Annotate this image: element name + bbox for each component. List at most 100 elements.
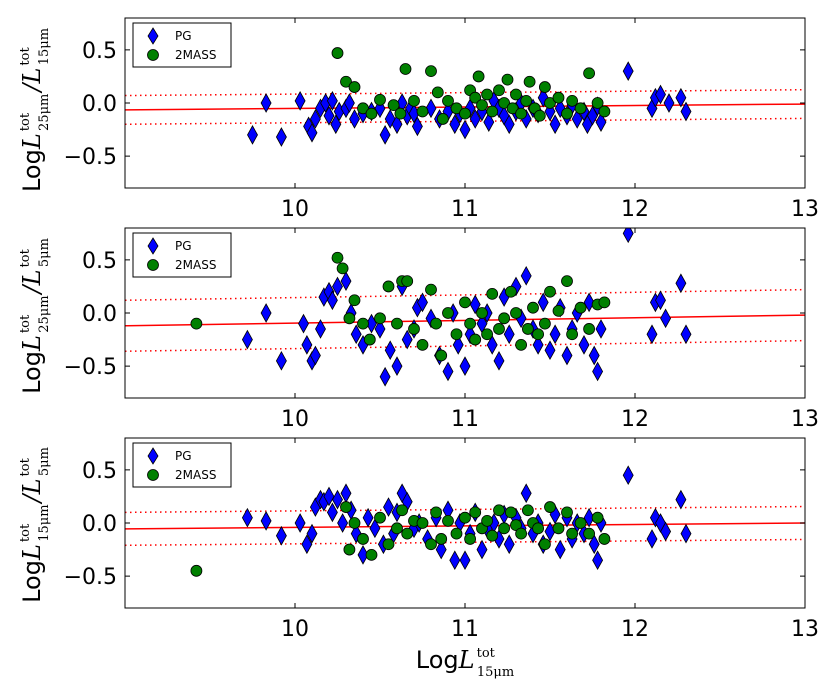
panel-2: LogLtot 25μm/Ltot 5μm −0.50.00.510 11 12 13PG… [18,227,819,432]
data-point-2mass [533,109,546,122]
data-point-pg [391,356,403,376]
data-point-2mass [552,304,565,317]
x-tick-label: 12 [621,197,649,222]
x-axis-label: LogL tot 15μm [416,646,514,680]
data-point-pg [294,91,306,111]
data-point-2mass [566,527,578,540]
data-point-pg [260,93,272,113]
data-point-pg [294,513,306,533]
data-point-pg [655,290,666,311]
data-point-pg [298,313,309,334]
data-point-2mass [481,328,494,341]
data-point-2mass [598,533,611,545]
data-point-2mass [486,287,499,300]
data-point-2mass [532,328,544,341]
data-point-2mass [583,323,595,335]
data-point-pg [554,98,566,119]
data-point-pg [503,114,515,135]
panel-2-ylabel-sup-num: tot [18,314,33,333]
legend-marker-pg [147,237,159,255]
data-point-2mass [476,99,488,112]
data-point-pg [646,529,658,549]
data-point-pg [301,335,313,355]
data-point-2mass [343,312,356,325]
data-point-pg [309,345,321,366]
data-point-2mass [515,338,527,351]
data-point-pg [384,340,396,361]
data-point-2mass [459,107,471,120]
panel-1: LogLtot 25μm/Ltot 15μm −0.50.00.510 11 12 13P… [18,17,819,222]
data-point-2mass [435,349,448,362]
data-point-pg [379,125,391,145]
data-point-2mass [539,81,551,93]
data-point-pg [425,308,437,329]
data-point-2mass [498,312,511,325]
data-point-2mass [486,105,499,118]
data-point-2mass [357,533,369,545]
data-point-2mass [365,107,378,120]
data-point-pg [549,324,561,345]
data-point-2mass [391,522,403,535]
data-point-pg [532,335,544,355]
y-tick-label: 0.5 [82,249,117,274]
data-point-pg [275,127,287,147]
data-point-2mass [566,94,578,107]
data-point-2mass [435,533,448,545]
data-point-2mass [374,312,386,325]
data-point-2mass [459,511,471,524]
data-point-2mass [481,514,494,527]
data-point-pg [357,545,369,565]
panel-2-series-2mass [190,251,611,362]
panel-1-ylabel-var-den: L [18,68,46,85]
panel-2-ylabel-sub-den: 5μm [37,238,52,267]
data-point-2mass [481,88,494,101]
data-point-2mass [430,506,443,519]
data-point-2mass [523,75,536,88]
panel-1-series-pg [247,61,692,147]
data-point-2mass [598,105,611,118]
panel-1-ylabel-var-num: L [18,133,46,150]
data-point-pg [464,98,476,119]
panel-3-fit-upper [125,505,805,514]
data-point-pg [588,345,600,366]
data-point-2mass [340,75,352,88]
data-point-2mass [450,328,463,341]
legend-label-pg: PG [175,239,192,253]
data-point-2mass [544,97,556,109]
data-point-2mass [425,65,437,78]
data-point-pg [571,109,583,129]
data-point-2mass [515,107,527,120]
data-point-pg [326,290,338,311]
data-point-2mass [591,511,604,524]
data-point-pg [337,513,349,533]
data-point-pg [486,335,498,355]
x-axis-label-sub: 15μm [477,665,514,680]
data-point-pg [401,329,413,350]
panel-3-ylabel-sup-den: tot [18,457,33,476]
data-point-pg [549,114,561,135]
data-point-pg [510,276,522,297]
data-point-pg [332,489,343,510]
data-point-2mass [401,275,414,288]
panel-3-ylabel-sup-num: tot [18,523,33,542]
data-point-2mass [527,301,539,314]
data-point-pg [520,265,532,286]
x-tick-label: 11 [451,617,479,642]
data-point-2mass [331,251,344,264]
data-point-pg [241,507,253,528]
data-point-2mass [574,301,587,314]
panel-3-ylabel: LogLtot 15μm/Ltot 5μm [18,447,52,603]
panel-2-ylabel-prefix: Log [18,351,46,394]
data-point-2mass [520,94,533,107]
y-tick-label: 0.0 [82,92,117,117]
data-point-2mass [450,527,463,540]
data-point-2mass [363,333,376,346]
data-point-pg [592,361,604,382]
data-point-2mass [425,538,437,551]
data-point-2mass [399,63,412,75]
legend-label-pg: PG [175,29,192,43]
data-point-pg [350,324,362,345]
panel-1-ylabel-sub-den: 15μm [37,28,52,65]
data-point-2mass [591,97,604,109]
